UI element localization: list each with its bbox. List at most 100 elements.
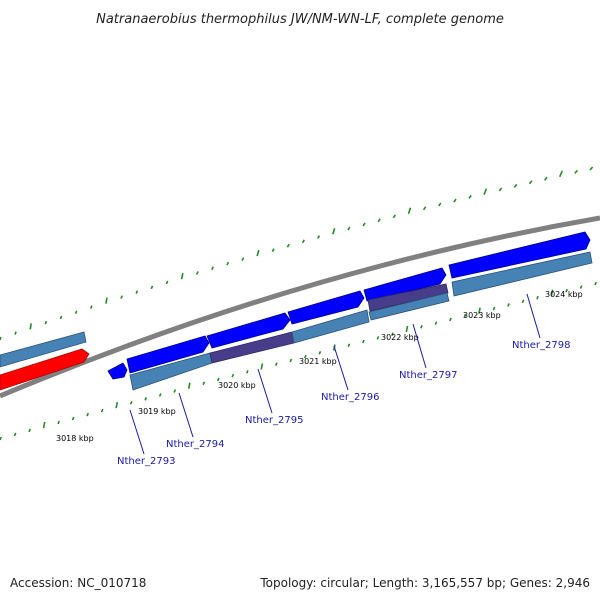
inner-tick — [173, 389, 177, 393]
inner-tick — [13, 432, 17, 437]
gene-label[interactable]: Nther_2793 — [117, 456, 175, 467]
outer-tick — [468, 194, 472, 199]
inner-tick — [216, 377, 220, 382]
inner-tick — [376, 336, 380, 340]
inner-tick-ring — [0, 281, 597, 441]
inner-tick — [57, 420, 60, 425]
outer-tick — [180, 272, 184, 280]
outer-tick — [105, 297, 108, 304]
inner-tick — [71, 416, 75, 421]
outer-tick — [90, 305, 93, 309]
genome-backbone — [0, 215, 600, 399]
outer-tick — [422, 206, 427, 211]
inner-tick — [420, 324, 423, 329]
outer-tick — [135, 290, 139, 294]
inner-tick — [536, 295, 539, 300]
tick-label: 3021 kbp — [299, 357, 337, 366]
inner-tick — [274, 362, 278, 366]
outer-tick — [347, 226, 351, 231]
inner-tick — [434, 321, 438, 325]
feature-bar-3[interactable] — [291, 309, 370, 344]
gene-label[interactable]: Nther_2794 — [166, 439, 224, 450]
tick-label: 3018 kbp — [56, 434, 94, 443]
inner-tick — [405, 325, 409, 333]
outer-tick — [483, 188, 488, 195]
outer-tick — [286, 243, 290, 248]
inner-tick — [231, 373, 235, 378]
inner-tick — [115, 402, 119, 409]
topology-summary: Topology: circular; Length: 3,165,557 bp… — [260, 576, 590, 590]
tick-label: 3020 kbp — [218, 381, 256, 390]
cds-gene-2[interactable] — [126, 335, 210, 374]
cds-gene-5[interactable] — [363, 267, 447, 302]
outer-tick — [392, 214, 396, 219]
gene-leader-line — [526, 293, 541, 339]
cds-highlight-red[interactable] — [0, 348, 90, 391]
gene-label[interactable]: Nther_2796 — [321, 392, 379, 403]
inner-tick — [507, 303, 510, 307]
cds-gene-6[interactable] — [448, 231, 591, 279]
outer-tick — [271, 248, 275, 252]
inner-tick — [28, 428, 31, 433]
gene-label[interactable]: Nther_2795 — [245, 415, 303, 426]
feature-bar-6[interactable] — [451, 251, 593, 297]
inner-tick — [260, 363, 264, 370]
gene-labels: Nther_2793 Nther_2794 Nther_2795 Nther_2796… — [117, 293, 570, 467]
inner-tick — [492, 306, 496, 311]
outer-tick — [407, 207, 412, 215]
tick-labels: 3018 kbp 3019 kbp 3020 kbp 3021 kbp 3022 kbp… — [56, 290, 583, 443]
inner-tick — [347, 343, 351, 348]
inner-tick — [100, 408, 104, 413]
outer-tick — [528, 180, 533, 185]
outer-tick — [0, 336, 2, 341]
tick-label: 3024 kbp — [545, 290, 583, 299]
inner-tick — [449, 317, 452, 322]
inner-tick — [304, 354, 307, 359]
outer-tick — [589, 166, 594, 171]
outer-tick — [438, 202, 442, 207]
inner-tick — [521, 299, 525, 304]
inner-tick — [187, 382, 191, 389]
gene-leader-line — [333, 345, 349, 391]
outer-tick — [74, 310, 78, 314]
inner-tick — [565, 288, 568, 293]
outer-tick — [256, 249, 260, 257]
inner-tick — [245, 370, 249, 374]
inner-tick — [42, 421, 46, 429]
cds-gene-3[interactable] — [206, 312, 291, 349]
outer-tick — [559, 170, 563, 178]
inner-tick — [158, 393, 162, 397]
gene-leader-line — [129, 409, 145, 455]
cds-gene-4[interactable] — [287, 290, 365, 325]
outer-tick — [574, 169, 579, 174]
outer-tick — [317, 235, 321, 239]
outer-tick — [301, 239, 305, 244]
outer-tick — [241, 257, 245, 261]
inner-tick — [144, 397, 148, 401]
inner-tick — [579, 285, 583, 289]
feature-bar-4[interactable] — [367, 283, 449, 312]
outer-tick — [332, 228, 336, 235]
inner-tick — [318, 351, 322, 355]
outer-tick — [120, 295, 123, 299]
tick-label: 3023 kbp — [463, 311, 501, 320]
cds-gene-1[interactable] — [107, 362, 128, 380]
inner-tick — [391, 332, 394, 336]
inner-tick — [550, 289, 554, 296]
inner-tick — [478, 307, 481, 314]
gene-leader-line — [412, 323, 427, 369]
outer-tick — [29, 323, 32, 330]
inner-tick — [86, 412, 90, 417]
gene-leader-line — [178, 392, 194, 438]
feature-bar-5[interactable] — [368, 292, 450, 321]
inner-tick — [463, 314, 467, 318]
outer-tick — [211, 266, 214, 271]
gene-label[interactable]: Nther_2797 — [399, 370, 457, 381]
inner-tick — [362, 339, 365, 344]
inner-tick — [289, 358, 293, 363]
feature-bar-left[interactable] — [0, 331, 87, 368]
gene-label[interactable]: Nther_2798 — [512, 340, 570, 351]
outer-tick — [543, 176, 548, 181]
map-title: Natranaerobius thermophilus JW/NM-WN-LF,… — [96, 12, 504, 27]
